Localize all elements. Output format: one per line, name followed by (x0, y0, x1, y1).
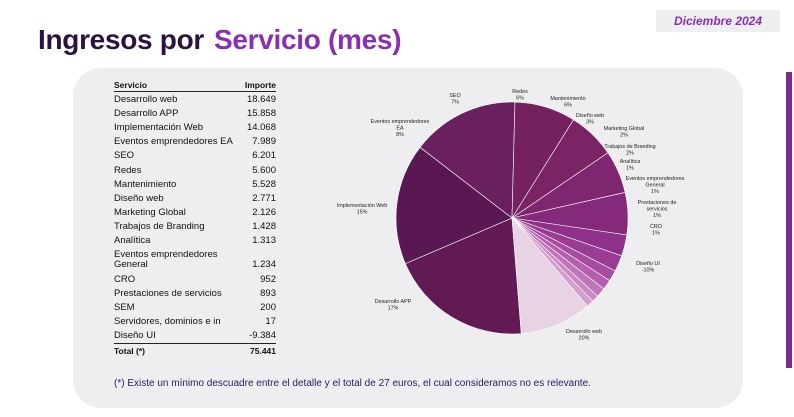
table-row: Redes 5.600 (114, 163, 276, 177)
row-amount: 2.126 (252, 207, 276, 219)
pie-label-2: Desarrollo APP 17% (375, 299, 412, 312)
pie-label-8: Diseño web 3% (576, 113, 604, 126)
row-service: Servidores, dominios e in (114, 316, 221, 328)
row-amount: 1.313 (252, 235, 276, 247)
table-row: Servidores, dominios e in 17 (114, 315, 276, 329)
row-service: Diseño UI (114, 330, 156, 342)
header-amount: Importe (244, 80, 276, 90)
row-service: Trabajos de Branding (114, 221, 205, 233)
title-part-2: Servicio (mes) (214, 24, 402, 55)
row-amount: 5.600 (252, 164, 276, 176)
table-row: Analítica 1.313 (114, 234, 276, 248)
footnote: (*) Existe un mínimo descuadre entre el … (114, 378, 591, 389)
table-header-row: Servicio Importe (114, 80, 276, 92)
pie-label-9: Marketing Global 2% (604, 126, 645, 139)
pie-label-4: Eventos emprendedores EA 8% (371, 119, 430, 138)
pie-slice-15 (511, 217, 588, 334)
table-row: Eventos emprendedores EA 7.989 (114, 135, 276, 149)
row-service: Implementación Web (114, 121, 204, 133)
row-amount: 14.068 (246, 121, 276, 133)
pie-label-5: SEO 7% (449, 93, 460, 106)
row-service: Desarrollo APP (114, 107, 179, 119)
pie-slices (395, 101, 629, 335)
row-service: Eventos emprendedores EA (114, 136, 233, 148)
total-label: Total (*) (114, 343, 245, 357)
table-row: Eventos emprendedores General 1.234 (114, 248, 276, 272)
row-service: Analítica (114, 235, 151, 247)
pie-label-6: Redes 6% (512, 89, 528, 102)
total-amount: 75.441 (244, 343, 276, 357)
row-service: Redes (114, 164, 142, 176)
table-row: SEO 6.201 (114, 149, 276, 163)
pie-label-1: Desarrollo web 20% (566, 329, 602, 342)
title-part-1: Ingresos por (38, 24, 204, 55)
pie-label-14: CRO 1% (650, 224, 662, 237)
row-amount: 1.234 (252, 259, 276, 271)
pie-label-12: Eventos emprendedores General 1% (626, 176, 685, 195)
table-row: Desarrollo APP 15.858 (114, 106, 276, 120)
row-amount: 17 (265, 316, 276, 328)
date-badge: Diciembre 2024 (656, 10, 780, 32)
pie-label-7: Mantenimiento 6% (550, 96, 585, 109)
pie-label-11: Analítica 1% (620, 159, 641, 172)
pie-label-10: Trabajos de Branding 2% (604, 144, 655, 157)
table-row: CRO 952 (114, 272, 276, 286)
row-amount: 2.771 (252, 192, 276, 204)
pie-slice-1 (404, 217, 522, 335)
row-service: CRO (114, 273, 136, 285)
row-amount: 1.428 (252, 221, 276, 233)
row-service: SEM (114, 302, 135, 314)
pie-slice-3 (419, 101, 516, 219)
table-row: Mantenimiento 5.528 (114, 177, 276, 191)
pie-label-3: Implementación Web 15% (337, 203, 388, 216)
row-amount: 5.528 (252, 178, 276, 190)
row-service: Desarrollo web (114, 93, 178, 105)
page-title: Ingresos por Servicio (mes) (38, 24, 402, 56)
row-amount: -9.384 (249, 330, 276, 342)
pie-label-13: Prestaciones de servicios 1% (638, 200, 677, 219)
row-service: Diseño web (114, 192, 164, 204)
row-amount: 7.989 (252, 136, 276, 148)
accent-bar (786, 72, 792, 368)
row-service: Prestaciones de servicios (114, 287, 222, 299)
table-row: Implementación Web 14.068 (114, 120, 276, 134)
row-amount: 200 (260, 302, 276, 314)
table-total-row: Total (*) 75.441 (114, 343, 276, 357)
row-amount: 15.858 (246, 107, 276, 119)
row-amount: 6.201 (252, 150, 276, 162)
header-service: Servicio (114, 80, 148, 90)
table-row: Desarrollo web 18.649 (114, 92, 276, 107)
row-service: Marketing Global (114, 207, 186, 219)
table-row: Marketing Global 2.126 (114, 206, 276, 220)
row-amount: 893 (260, 287, 276, 299)
pie-label-15: Diseño UI -10% (636, 261, 660, 274)
table-row: Trabajos de Branding 1.428 (114, 220, 276, 234)
revenue-table: Servicio Importe Desarrollo web 18.649 De… (114, 80, 276, 357)
table-row: Prestaciones de servicios 893 (114, 286, 276, 300)
row-service: SEO (114, 150, 135, 162)
pie-slice-2 (395, 146, 513, 265)
table-row: SEM 200 (114, 300, 276, 314)
pie-labels: Desarrollo web 20% Desarrollo APP 17% Implem… (337, 89, 685, 342)
row-amount: 952 (260, 273, 276, 285)
row-service: Eventos emprendedores General (114, 249, 218, 271)
row-service: Mantenimiento (114, 178, 177, 190)
row-amount: 18.649 (246, 93, 276, 105)
table-row: Diseño web 2.771 (114, 191, 276, 205)
table-row: Diseño UI -9.384 (114, 329, 276, 344)
